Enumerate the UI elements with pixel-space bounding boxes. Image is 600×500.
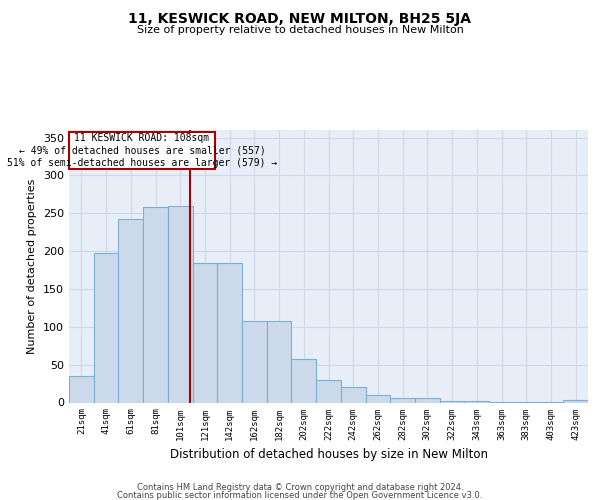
Text: Contains public sector information licensed under the Open Government Licence v3: Contains public sector information licen… [118, 490, 482, 500]
Bar [217, 263, 242, 402]
Text: 11 KESWICK ROAD: 108sqm: 11 KESWICK ROAD: 108sqm [74, 133, 209, 143]
Text: 11, KESWICK ROAD, NEW MILTON, BH25 5JA: 11, KESWICK ROAD, NEW MILTON, BH25 5JA [128, 12, 472, 26]
X-axis label: Distribution of detached houses by size in New Milton: Distribution of detached houses by size … [170, 448, 487, 461]
Bar [143, 207, 168, 402]
Bar [242, 321, 267, 402]
Text: ← 49% of detached houses are smaller (557): ← 49% of detached houses are smaller (55… [19, 146, 265, 156]
Bar [390, 398, 415, 402]
Bar [464, 401, 489, 402]
Bar [118, 220, 143, 402]
Bar [69, 376, 94, 402]
Bar [563, 400, 588, 402]
Bar [193, 263, 217, 402]
Bar [94, 252, 118, 402]
Bar [267, 321, 292, 402]
Bar [341, 388, 365, 402]
Bar [292, 358, 316, 403]
Text: Size of property relative to detached houses in New Milton: Size of property relative to detached ho… [137, 25, 463, 35]
FancyBboxPatch shape [69, 132, 215, 170]
Text: 51% of semi-detached houses are larger (579) →: 51% of semi-detached houses are larger (… [7, 158, 277, 168]
Y-axis label: Number of detached properties: Number of detached properties [28, 178, 37, 354]
Bar [415, 398, 440, 402]
Bar [440, 401, 464, 402]
Bar [365, 395, 390, 402]
Bar [316, 380, 341, 402]
Bar [168, 206, 193, 402]
Text: Contains HM Land Registry data © Crown copyright and database right 2024.: Contains HM Land Registry data © Crown c… [137, 483, 463, 492]
